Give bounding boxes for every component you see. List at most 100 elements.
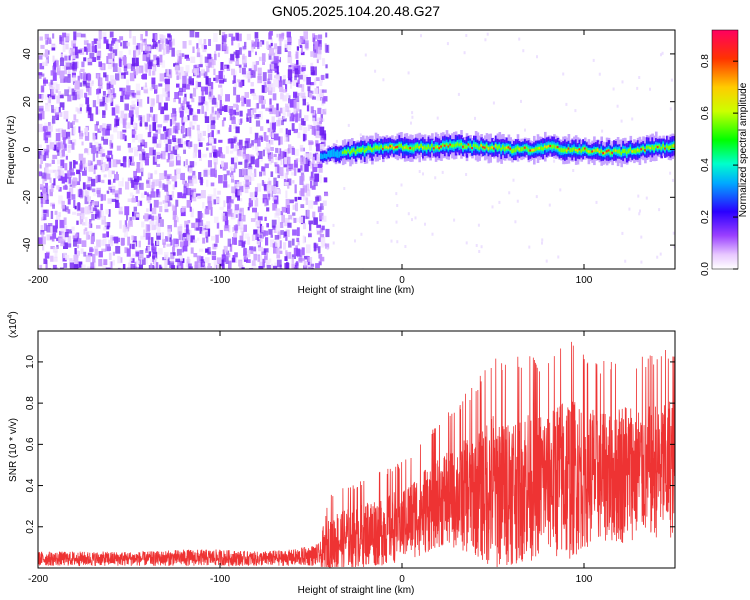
noise-speck [64, 65, 68, 75]
noise-speck [113, 178, 116, 183]
noise-speck [216, 222, 220, 229]
signal-peak [480, 144, 484, 147]
noise-speck [198, 219, 204, 227]
noise-speck [313, 119, 318, 128]
noise-speck [233, 86, 237, 96]
noise-speck [255, 233, 259, 240]
noise-speck [209, 132, 212, 139]
noise-speck [295, 202, 298, 212]
noise-speck [280, 90, 284, 97]
noise-speck [65, 208, 68, 213]
noise-speck [144, 191, 147, 195]
noise-speck [316, 224, 321, 228]
noise-speck [152, 245, 157, 250]
noise-speck [213, 156, 218, 165]
noise-speck [81, 264, 86, 269]
noise-speck [267, 78, 270, 84]
noise-speck [229, 150, 234, 154]
noise-speck [91, 41, 95, 50]
noise-speck [300, 45, 303, 53]
noise-speck [267, 69, 273, 74]
noise-speck [43, 148, 48, 153]
noise-speck [275, 73, 280, 81]
noise-speck [239, 144, 242, 151]
noise-speck [217, 130, 220, 134]
noise-speck [172, 206, 177, 216]
noise-speck [137, 145, 142, 152]
noise-speck [177, 261, 182, 266]
signal-peak [471, 147, 475, 149]
snr-x-label: Height of straight line (km) [298, 585, 415, 596]
noise-speck [131, 57, 136, 67]
noise-speck [157, 128, 161, 134]
signal-cell [325, 154, 329, 159]
noise-speck [85, 255, 91, 263]
figure-title: GN05.2025.104.20.48.G27 [272, 3, 440, 19]
noise-speck [310, 263, 315, 267]
noise-speck [229, 124, 232, 132]
noise-speck [68, 69, 71, 78]
noise-speck [210, 59, 214, 65]
noise-speck [227, 238, 232, 247]
noise-speck [53, 144, 57, 151]
noise-speck [132, 104, 136, 110]
noise-speck [147, 96, 150, 104]
noise-speck [120, 131, 123, 140]
noise-speck [315, 77, 320, 81]
noise-speck [171, 114, 175, 118]
signal-peak [518, 148, 522, 151]
noise-speck [172, 146, 178, 155]
noise-speck [242, 168, 247, 176]
noise-speck [303, 153, 309, 158]
noise-speck [150, 258, 153, 265]
spectrogram-plot-area [38, 30, 675, 269]
noise-speck [311, 185, 316, 190]
noise-speck [174, 145, 179, 150]
noise-speck [151, 247, 157, 253]
noise-speck [182, 85, 186, 93]
noise-speck [299, 109, 302, 118]
noise-speck [265, 87, 269, 92]
noise-speck [231, 257, 236, 263]
noise-speck [147, 224, 150, 231]
noise-speck [178, 144, 183, 148]
noise-speck [284, 44, 288, 52]
noise-speck [300, 172, 305, 177]
noise-speck [247, 76, 251, 83]
signal-peak [605, 150, 609, 153]
noise-speck [134, 212, 137, 217]
noise-speck [223, 65, 227, 69]
noise-speck [152, 149, 156, 156]
noise-speck [285, 173, 288, 180]
noise-speck [230, 172, 234, 178]
noise-speck [183, 161, 186, 167]
noise-speck [181, 53, 185, 57]
noise-speck [177, 226, 183, 235]
noise-speck [205, 63, 208, 67]
noise-speck [382, 78, 385, 82]
noise-speck [228, 225, 231, 233]
noise-speck [144, 122, 148, 127]
noise-speck [188, 167, 193, 174]
noise-speck [283, 107, 286, 115]
noise-speck [54, 251, 58, 258]
noise-speck [155, 262, 159, 269]
noise-speck [132, 69, 136, 75]
noise-speck [278, 136, 281, 146]
noise-speck [164, 202, 168, 209]
noise-speck [292, 204, 296, 210]
noise-speck [270, 151, 273, 158]
noise-speck [211, 60, 216, 66]
noise-speck [126, 42, 131, 47]
noise-speck [38, 94, 41, 99]
noise-speck [213, 138, 217, 144]
noise-speck [111, 198, 117, 202]
noise-speck [95, 175, 98, 184]
signal-cell [423, 145, 427, 150]
noise-speck [198, 102, 204, 106]
noise-speck [265, 237, 269, 246]
noise-speck [156, 163, 161, 167]
noise-speck [649, 87, 651, 91]
noise-speck [150, 185, 155, 194]
x-tick-label: 100 [576, 275, 593, 286]
